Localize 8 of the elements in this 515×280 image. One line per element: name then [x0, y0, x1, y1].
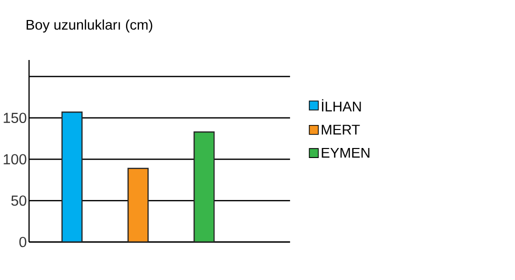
- legend-label: MERT: [322, 124, 360, 134]
- y-tick-label: 50: [11, 195, 26, 206]
- legend-label: İLHAN: [322, 99, 361, 112]
- y-tick-label: 100: [4, 154, 26, 164]
- y-tick-label: 150: [4, 112, 26, 124]
- chart-title: Boy uzunlukları (cm): [26, 19, 152, 33]
- legend-label: EYMEN: [322, 148, 370, 158]
- y-tick-label: 0: [19, 236, 26, 248]
